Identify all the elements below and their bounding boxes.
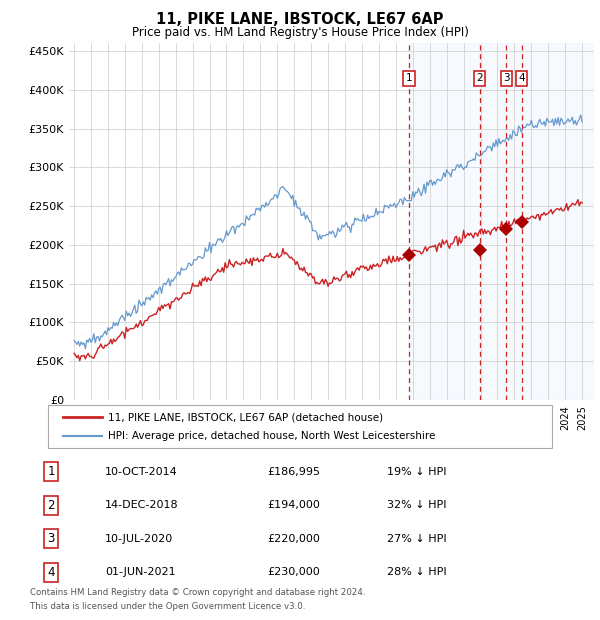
Text: 10-OCT-2014: 10-OCT-2014 xyxy=(105,467,178,477)
Text: 28% ↓ HPI: 28% ↓ HPI xyxy=(387,567,446,577)
Text: Contains HM Land Registry data © Crown copyright and database right 2024.: Contains HM Land Registry data © Crown c… xyxy=(30,588,365,597)
Text: £230,000: £230,000 xyxy=(267,567,320,577)
Text: 1: 1 xyxy=(406,73,412,83)
Text: 11, PIKE LANE, IBSTOCK, LE67 6AP: 11, PIKE LANE, IBSTOCK, LE67 6AP xyxy=(156,12,444,27)
Bar xyxy=(409,43,600,400)
Text: 1: 1 xyxy=(47,466,55,478)
Text: 3: 3 xyxy=(503,73,510,83)
Text: 11, PIKE LANE, IBSTOCK, LE67 6AP (detached house): 11, PIKE LANE, IBSTOCK, LE67 6AP (detach… xyxy=(108,412,383,422)
Text: 2: 2 xyxy=(476,73,483,83)
Text: 32% ↓ HPI: 32% ↓ HPI xyxy=(387,500,446,510)
Text: This data is licensed under the Open Government Licence v3.0.: This data is licensed under the Open Gov… xyxy=(30,601,305,611)
Text: 14-DEC-2018: 14-DEC-2018 xyxy=(105,500,179,510)
Text: £194,000: £194,000 xyxy=(267,500,320,510)
Text: 19% ↓ HPI: 19% ↓ HPI xyxy=(387,467,446,477)
Text: HPI: Average price, detached house, North West Leicestershire: HPI: Average price, detached house, Nort… xyxy=(108,431,436,441)
Text: 2: 2 xyxy=(47,499,55,511)
Text: 3: 3 xyxy=(47,533,55,545)
Text: 4: 4 xyxy=(518,73,525,83)
Text: £186,995: £186,995 xyxy=(267,467,320,477)
Text: 10-JUL-2020: 10-JUL-2020 xyxy=(105,534,173,544)
Text: 01-JUN-2021: 01-JUN-2021 xyxy=(105,567,176,577)
Text: 27% ↓ HPI: 27% ↓ HPI xyxy=(387,534,446,544)
Text: Price paid vs. HM Land Registry's House Price Index (HPI): Price paid vs. HM Land Registry's House … xyxy=(131,26,469,39)
Text: £220,000: £220,000 xyxy=(267,534,320,544)
Text: 4: 4 xyxy=(47,566,55,578)
